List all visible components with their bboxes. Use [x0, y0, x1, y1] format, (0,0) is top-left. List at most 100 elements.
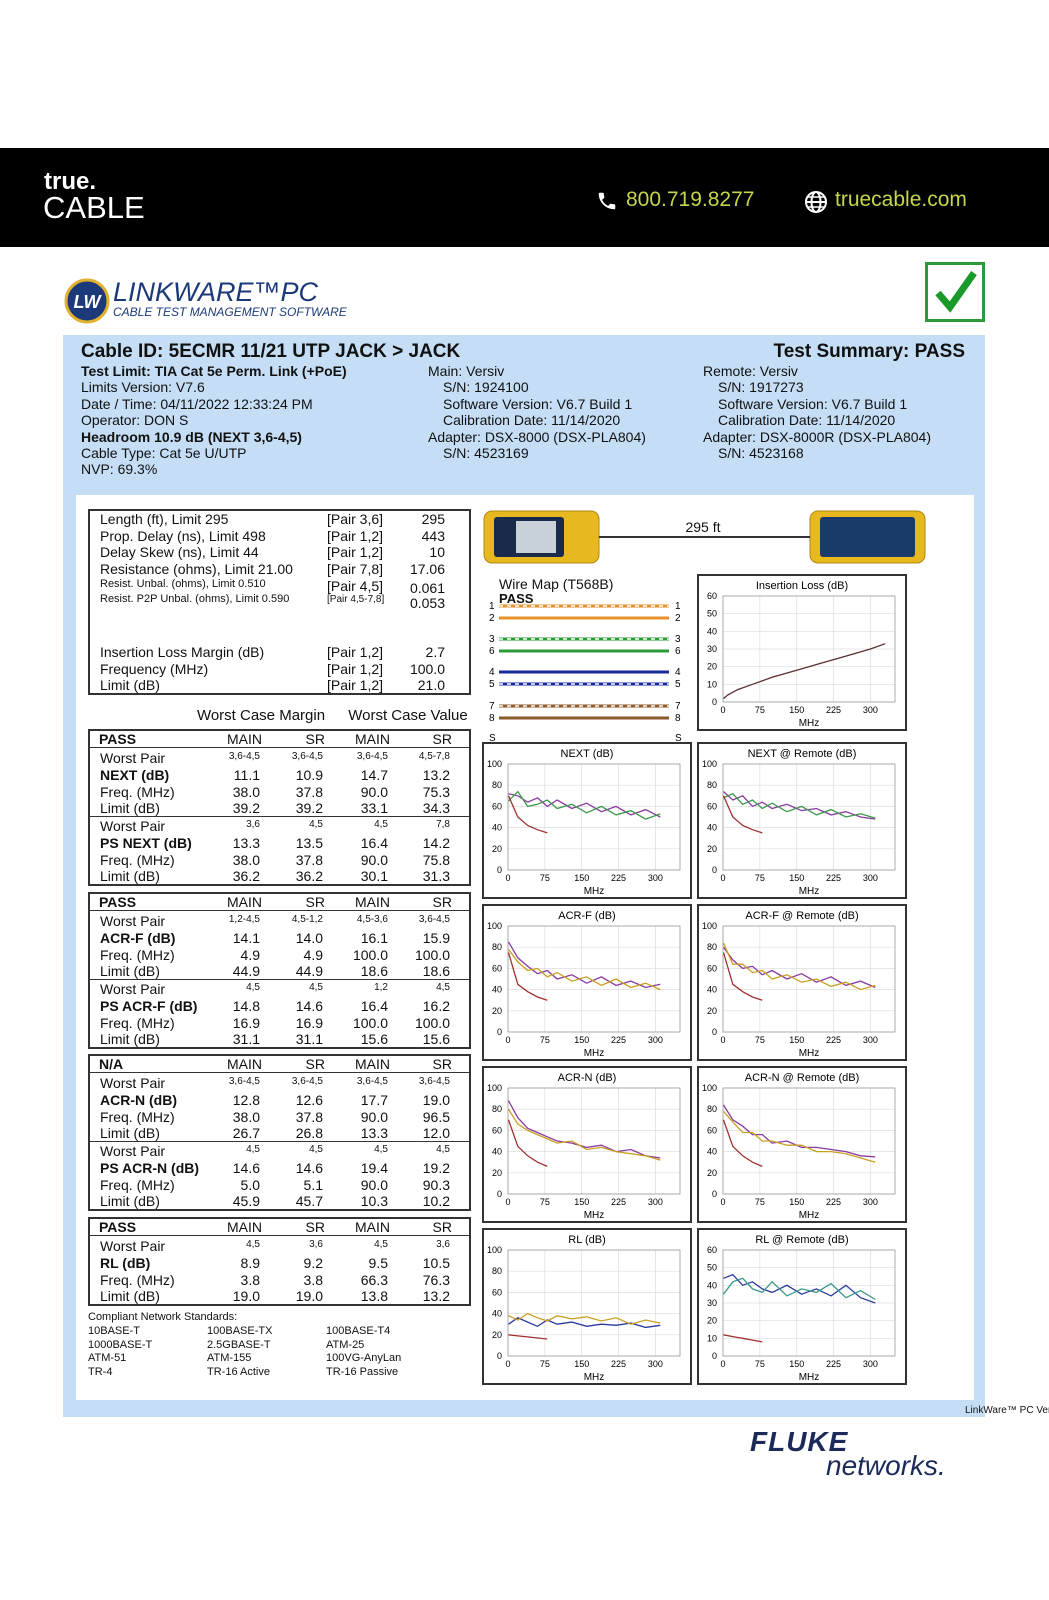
row-value: 90.0: [360, 851, 388, 868]
y-tick-label: 100: [702, 921, 717, 931]
row-value: 33.1: [360, 800, 388, 817]
row-value: 14.2: [422, 834, 450, 851]
column-header: MAIN: [355, 1219, 390, 1235]
y-tick-label: 20: [492, 1330, 502, 1340]
website: truecable.com: [835, 188, 967, 211]
column-header: SR: [432, 894, 452, 910]
detail-line: Limits Version: V7.6: [81, 379, 205, 396]
y-tick-label: 40: [707, 823, 717, 833]
y-tick-label: 20: [492, 1006, 502, 1016]
series-line: [507, 941, 661, 989]
measurement-pair: [Pair 1,2]: [327, 544, 384, 560]
measurement-value: 21.0: [417, 677, 445, 693]
group-divider: [88, 816, 471, 817]
pass-check: [925, 262, 985, 322]
detail-line: NVP: 69.3%: [81, 461, 158, 478]
column-header: SR: [432, 1219, 452, 1235]
y-tick-label: 60: [707, 963, 717, 973]
x-tick-label: 225: [611, 1359, 626, 1369]
standard-item: 10BASE-T: [88, 1325, 140, 1337]
y-tick-label: 80: [707, 780, 717, 790]
row-label: Limit (dB): [100, 800, 160, 817]
y-tick-label: 60: [492, 801, 502, 811]
x-axis-label: MHz: [799, 886, 820, 897]
x-axis-label: MHz: [584, 1210, 605, 1221]
column-header: SR: [432, 731, 452, 747]
series-line: [722, 946, 876, 989]
wiremap-title: Wire Map (T568B): [499, 576, 614, 592]
row-value: 3,6-4,5: [228, 751, 260, 762]
detail-line: Test Limit: TIA Cat 5e Perm. Link (+PoE): [81, 363, 347, 379]
measurement-value: 10: [429, 544, 445, 560]
result-section: [88, 1054, 471, 1211]
x-tick-label: 150: [574, 1197, 589, 1207]
chart: RL @ Remote (dB) 0 10 20 30 40 50 60 0 75 150 225 30…: [697, 1228, 907, 1385]
row-value: 4,5: [309, 982, 323, 993]
row-value: 31.3: [422, 868, 450, 885]
row-value: 14.7: [360, 766, 388, 783]
chart-title: RL @ Remote (dB): [755, 1234, 848, 1246]
row-value: 5.0: [240, 1176, 260, 1193]
pin-number: 7: [489, 701, 495, 712]
main-info: Adapter: DSX-8000 (DSX-PLA804): [428, 428, 646, 445]
series-line: [723, 791, 876, 820]
column-header: SR: [305, 894, 325, 910]
chart: ACR-F @ Remote (dB) 0 20 40 60 80 100 0 75 150 225…: [697, 904, 907, 1061]
x-tick-label: 75: [540, 1197, 550, 1207]
series-line: [722, 1119, 763, 1167]
y-tick-label: 40: [707, 1280, 717, 1290]
row-value: 12.8: [232, 1091, 260, 1108]
row-label: ACR-F (dB): [100, 929, 176, 946]
y-tick-label: 100: [487, 759, 502, 769]
remote-info: S/N: 1917273: [718, 379, 804, 396]
section-divider: [88, 1235, 471, 1236]
row-label: Worst Pair: [100, 913, 166, 929]
chart: ACR-N @ Remote (dB) 0 20 40 60 80 100 0 75 150 225…: [697, 1066, 907, 1223]
remote-info: Adapter: DSX-8000R (DSX-PLA804): [703, 428, 931, 445]
x-tick-label: 0: [505, 1197, 510, 1207]
y-tick-label: 40: [707, 1147, 717, 1157]
column-header: MAIN: [227, 894, 262, 910]
y-tick-label: 10: [707, 679, 717, 689]
row-label: NEXT (dB): [100, 766, 170, 783]
x-tick-label: 150: [789, 705, 804, 715]
row-value: 4,5: [246, 1239, 260, 1250]
row-value: 75.3: [422, 783, 450, 800]
y-tick-label: 60: [707, 1245, 717, 1255]
y-tick-label: 60: [707, 1125, 717, 1135]
row-value: 44.9: [295, 963, 323, 980]
detail-line: Headroom 10.9 dB (NEXT 3,6-4,5): [81, 428, 302, 445]
series-line: [723, 1334, 763, 1343]
measurement-value: 0.061: [409, 580, 445, 596]
remote-info: S/N: 4523168: [718, 445, 804, 461]
standard-item: ATM-25: [326, 1338, 365, 1351]
chart-title: RL (dB): [568, 1234, 606, 1246]
x-tick-label: 300: [648, 873, 663, 883]
x-tick-label: 225: [826, 873, 841, 883]
measurement-pair: [Pair 1,2]: [327, 677, 384, 693]
y-tick-label: 100: [702, 759, 717, 769]
row-value: 4,5: [309, 1144, 323, 1155]
chart-title: ACR-N @ Remote (dB): [745, 1072, 859, 1084]
row-value: 7,8: [436, 819, 450, 830]
series-line: [723, 792, 876, 819]
test-summary: Test Summary: PASS: [773, 341, 965, 362]
y-tick-label: 60: [707, 801, 717, 811]
row-label: RL (dB): [100, 1254, 151, 1271]
row-value: 90.0: [360, 1176, 388, 1193]
row-value: 13.2: [422, 766, 450, 783]
row-value: 3,6: [436, 1239, 450, 1250]
y-tick-label: 10: [707, 1333, 717, 1343]
pin-number: 7: [675, 701, 681, 712]
detail-line: Date / Time: 04/11/2022 12:33:24 PM: [81, 395, 313, 412]
row-value: 4,5: [436, 982, 450, 993]
row-value: 16.4: [360, 997, 388, 1014]
x-tick-label: 0: [720, 1035, 725, 1045]
row-value: 45.7: [295, 1193, 323, 1210]
pin-number: 4: [675, 667, 681, 678]
row-value: 11.1: [233, 766, 260, 783]
y-tick-label: 40: [492, 1309, 502, 1319]
y-tick-label: 60: [492, 1125, 502, 1135]
row-value: 16.1: [360, 929, 388, 946]
y-tick-label: 100: [487, 921, 502, 931]
